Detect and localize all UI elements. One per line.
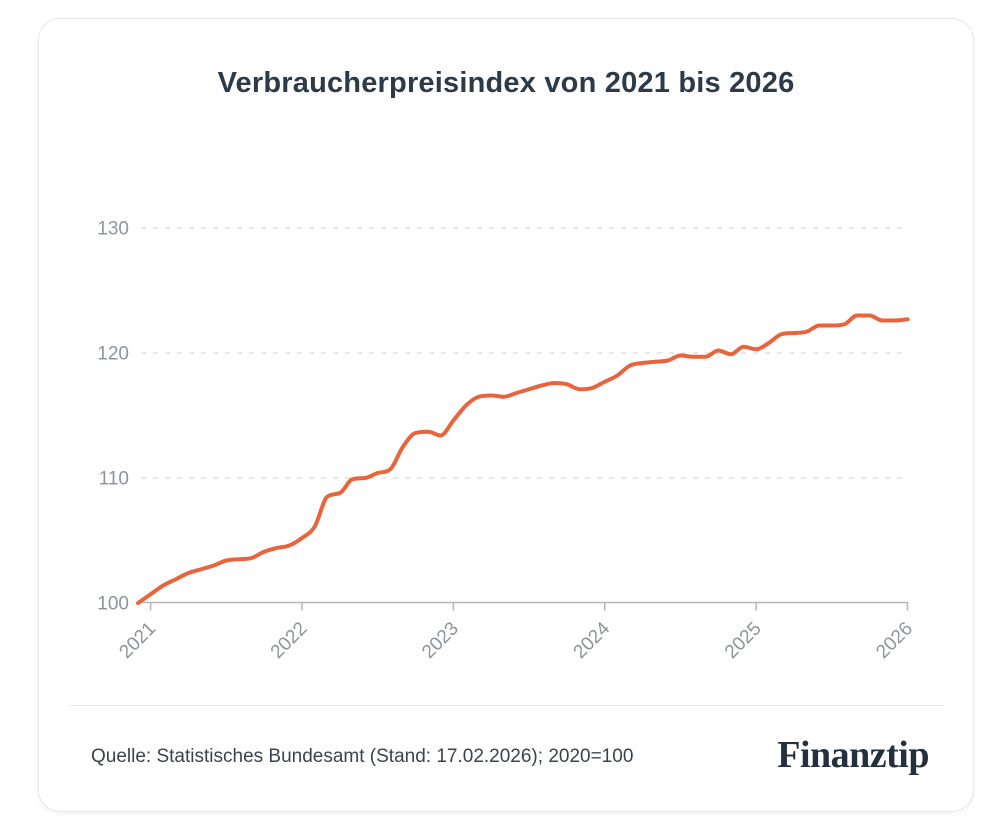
y-tick-label: 100 — [97, 594, 129, 615]
x-tick-label: 2026 — [872, 618, 917, 663]
finanztip-logo: Finanztip — [777, 734, 929, 776]
x-tick-label: 2022 — [267, 618, 312, 663]
chart-title: Verbraucherpreisindex von 2021 bis 2026 — [217, 67, 795, 99]
x-tick-label: 2023 — [418, 618, 463, 663]
x-tick-label: 2024 — [570, 618, 615, 663]
x-tick-label: 2021 — [115, 618, 160, 663]
x-tick-label: 2025 — [721, 618, 766, 663]
source-note: Quelle: Statistisches Bundesamt (Stand: … — [91, 746, 634, 767]
cpi-line-series — [136, 313, 910, 605]
chart-card: Verbraucherpreisindex von 2021 bis 2026 … — [38, 18, 974, 812]
y-tick-label: 110 — [99, 469, 129, 490]
y-tick-label: 120 — [97, 344, 129, 365]
footer-divider — [69, 705, 945, 706]
line-chart: 100 110 120 130 2021 2022 2023 2024 2025 2026 — [97, 219, 917, 663]
y-tick-label: 130 — [97, 219, 129, 240]
